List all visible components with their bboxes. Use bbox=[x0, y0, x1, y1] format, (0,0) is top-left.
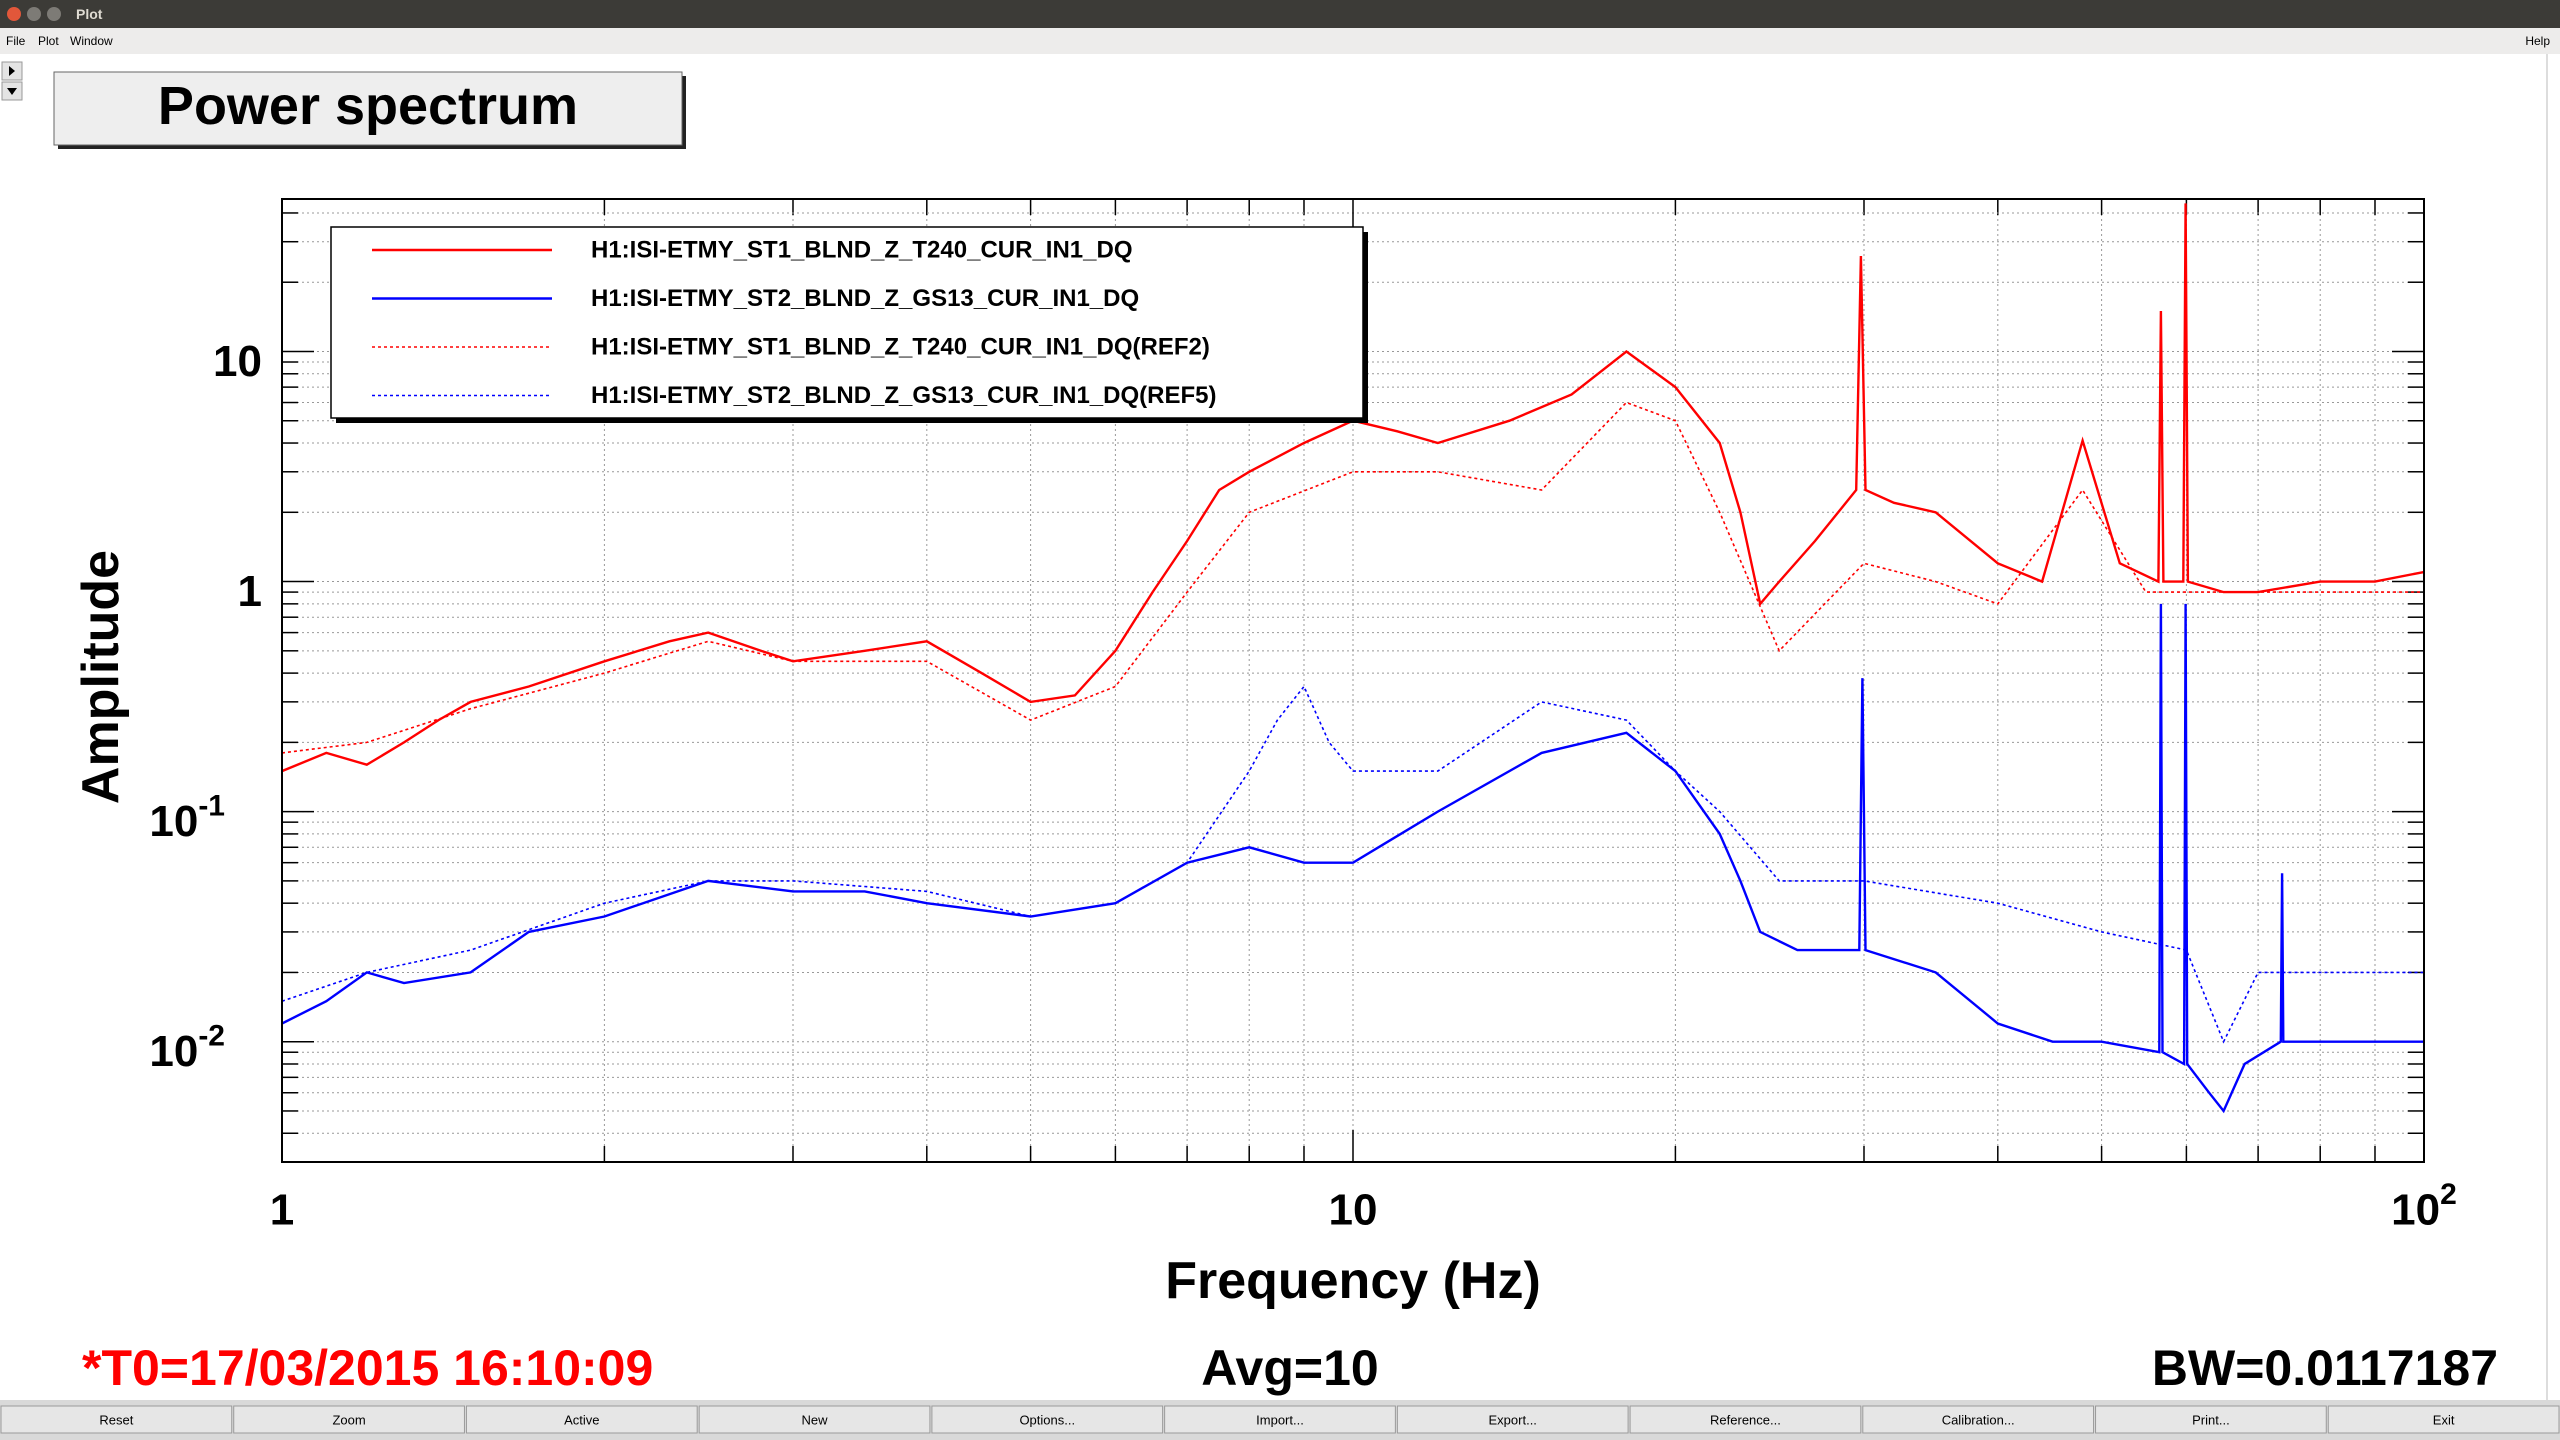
menu-bar bbox=[0, 28, 2560, 54]
legend-label: H1:ISI-ETMY_ST2_BLND_Z_GS13_CUR_IN1_DQ(R… bbox=[591, 382, 1217, 409]
button[interactable] bbox=[1862, 1405, 2095, 1434]
legend-label: H1:ISI-ETMY_ST1_BLND_Z_T240_CUR_IN1_DQ bbox=[591, 237, 1133, 264]
series-line bbox=[282, 203, 2424, 773]
y-axis-label: Amplitude bbox=[72, 550, 130, 804]
series-line bbox=[282, 401, 2424, 754]
series-line bbox=[282, 684, 2424, 1044]
tick-exponent: -1 bbox=[198, 789, 225, 822]
x-axis-label: Frequency (Hz) bbox=[1165, 1252, 1541, 1310]
title-bar bbox=[0, 0, 2560, 28]
y-tick-label: 10 bbox=[213, 337, 262, 386]
button[interactable] bbox=[1164, 1405, 1396, 1434]
button-label: New bbox=[802, 1413, 829, 1428]
x-tick-label: 102 bbox=[2391, 1178, 2457, 1235]
annotation: *T0=17/03/2015 16:10:09 bbox=[82, 1340, 653, 1396]
arrow-icon bbox=[9, 66, 15, 76]
button[interactable] bbox=[1629, 1405, 1862, 1434]
menu-item[interactable]: Window bbox=[70, 34, 113, 48]
button-label: Options... bbox=[1019, 1413, 1075, 1428]
tick-exponent: -2 bbox=[198, 1019, 225, 1052]
plot-frame bbox=[281, 198, 2425, 1163]
menu-item[interactable]: File bbox=[6, 34, 26, 48]
annotation: Avg=10 bbox=[1201, 1340, 1378, 1396]
y-tick-label: 10-1 bbox=[149, 789, 225, 846]
legend-label: H1:ISI-ETMY_ST1_BLND_Z_T240_CUR_IN1_DQ(R… bbox=[591, 334, 1210, 361]
y-tick-label: 1 bbox=[238, 567, 262, 616]
button-label: Reset bbox=[99, 1413, 133, 1428]
window-title: Plot bbox=[76, 6, 103, 22]
minimize-button[interactable] bbox=[27, 7, 41, 21]
button-label: Calibration... bbox=[1942, 1413, 2015, 1428]
button[interactable] bbox=[0, 1405, 233, 1434]
button-label: Exit bbox=[2433, 1413, 2455, 1428]
button[interactable] bbox=[233, 1405, 465, 1434]
legend bbox=[330, 226, 1364, 419]
button[interactable] bbox=[465, 1405, 698, 1434]
x-tick-label: 1 bbox=[270, 1186, 294, 1235]
button[interactable] bbox=[2327, 1405, 2560, 1434]
close-button[interactable] bbox=[7, 7, 21, 21]
arrow-icon bbox=[7, 88, 17, 95]
legend-label: H1:ISI-ETMY_ST2_BLND_Z_GS13_CUR_IN1_DQ bbox=[591, 285, 1139, 312]
button-label: Active bbox=[564, 1413, 599, 1428]
title-box bbox=[53, 71, 683, 146]
annotation: BW=0.0117187 bbox=[2152, 1340, 2498, 1396]
y-tick-label: 10-2 bbox=[149, 1019, 225, 1076]
chart-title: Power spectrum bbox=[158, 76, 578, 136]
button-label: Export... bbox=[1489, 1413, 1537, 1428]
button-label: Reference... bbox=[1710, 1413, 1781, 1428]
tick-exponent: 2 bbox=[2440, 1178, 2457, 1211]
x-tick-label: 10 bbox=[1329, 1186, 1378, 1235]
button-label: Import... bbox=[1256, 1413, 1304, 1428]
button[interactable] bbox=[1396, 1405, 1629, 1434]
button-label: Zoom bbox=[332, 1413, 365, 1428]
button[interactable] bbox=[698, 1405, 931, 1434]
menu-item[interactable]: Help bbox=[2525, 34, 2550, 48]
button[interactable] bbox=[931, 1405, 1164, 1434]
maximize-button[interactable] bbox=[47, 7, 61, 21]
button[interactable] bbox=[2095, 1405, 2327, 1434]
series-line bbox=[282, 603, 2424, 1114]
button-label: Print... bbox=[2192, 1413, 2230, 1428]
menu-item[interactable]: Plot bbox=[38, 34, 59, 48]
